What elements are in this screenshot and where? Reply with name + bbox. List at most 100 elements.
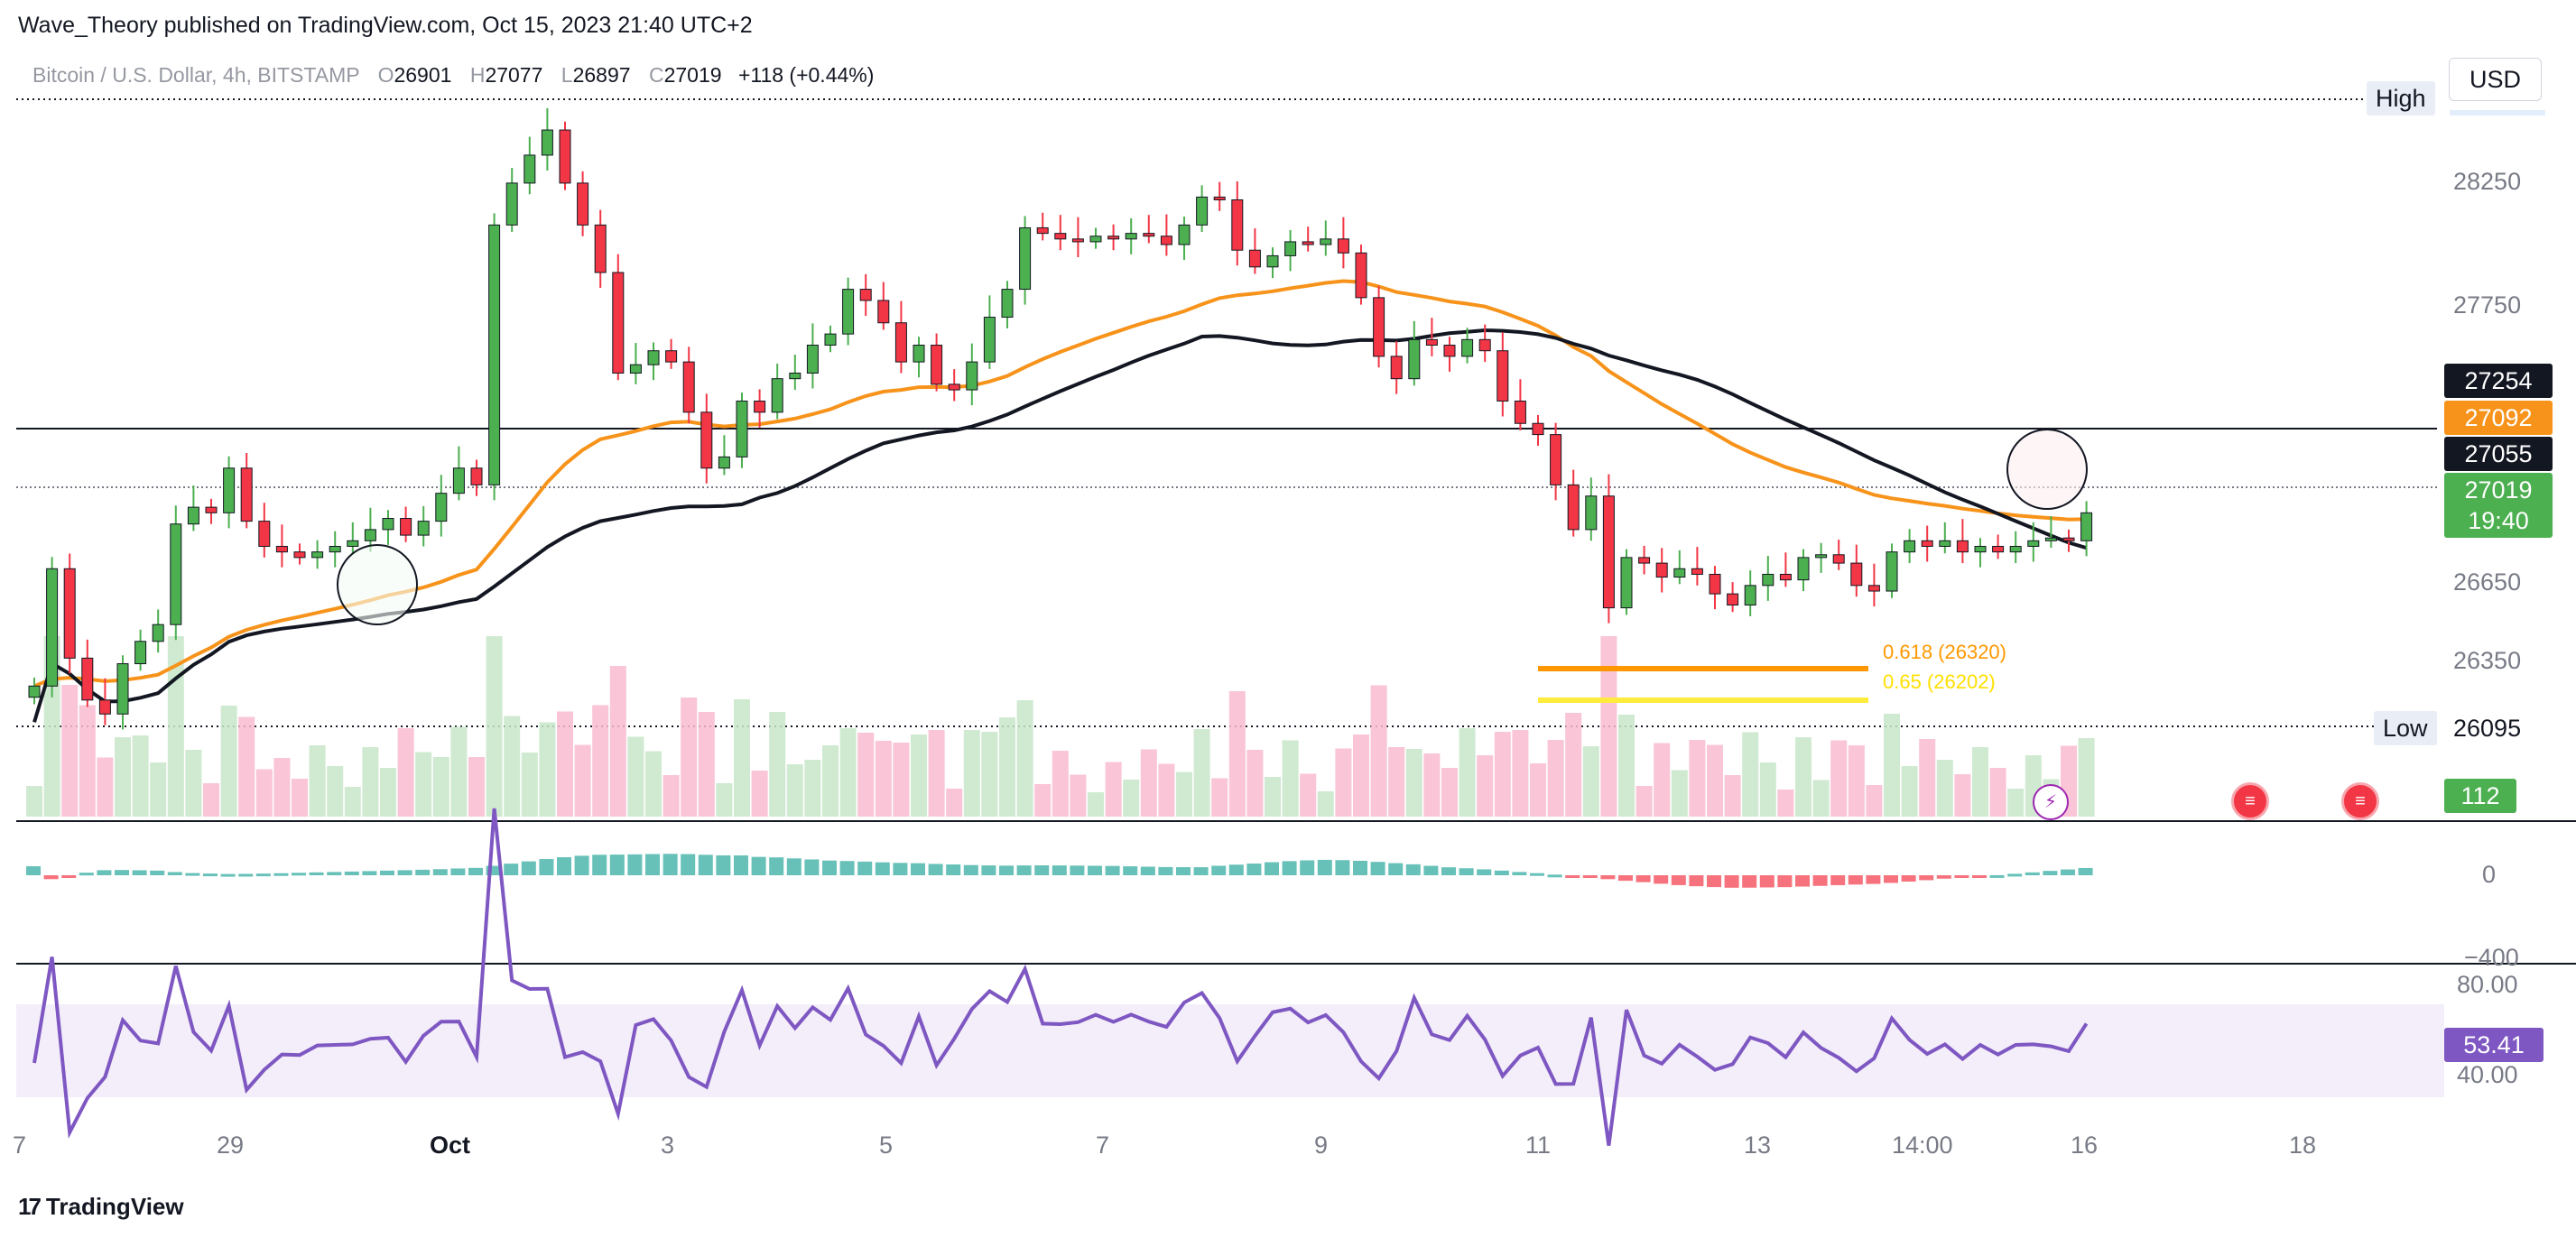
volume-bar [1494,732,1511,817]
volume-bar [1016,700,1033,817]
volume-bar [911,734,927,817]
macd-bar [1335,860,1350,875]
candle-body [223,467,236,513]
resistance-tag: 27254 [2444,364,2553,398]
macd-bar [1405,864,1421,875]
volume-bar [2078,738,2095,817]
macd-bar [574,855,589,875]
volume-bar [1530,763,1546,817]
macd-bar [43,875,59,880]
rsi-line [32,808,2089,1146]
volume-bar [185,750,202,817]
volume-bar [1052,751,1069,817]
macd-bar [115,870,129,875]
volume-bar [716,783,733,817]
candle-body [612,272,625,374]
candle-body [1673,568,1686,578]
candle-body [1956,540,1969,553]
candle-body [1071,238,1084,243]
currency-button[interactable]: USD [2449,58,2542,101]
candle-body [46,568,59,687]
volume-bar [150,762,167,817]
volume-bar [61,685,79,817]
candle-body [1762,573,1774,587]
volume-bar [663,775,680,817]
volume-bar [1512,730,1529,817]
macd-bar [2043,871,2058,875]
candle-body [1408,338,1421,380]
volume-tag: 112 [2444,779,2516,813]
volume-bar [946,789,963,817]
candle-body [1567,484,1580,531]
macd-bar [1671,875,1686,885]
macd-bar [1211,865,1227,875]
volume-bar [698,712,715,817]
volume-bar [1388,747,1405,817]
volume-bar [344,787,361,817]
macd-bar [521,861,536,875]
us-flag-icon[interactable]: ≡ [2231,782,2269,820]
macd-bar [1547,874,1562,878]
time-tick: 7 [13,1132,27,1159]
macd-bar [734,855,748,875]
brand-logo[interactable]: 17 TradingView [18,1193,184,1221]
macd-bar [911,863,925,875]
macd-bar [26,866,41,875]
volume-bar [362,747,379,817]
us-flag-icon-2[interactable]: ≡ [2341,782,2379,820]
candle-body [913,345,925,363]
time-tick: 16 [2071,1132,2099,1159]
macd-bar [1388,863,1404,875]
candle-body [1001,289,1014,319]
candle-body [754,400,766,413]
volume-bar [132,735,149,817]
candle-body [1478,338,1491,352]
candle-body [1125,233,1137,240]
macd-bar [769,857,784,875]
macd-bar [1246,864,1262,875]
volume-bar [1228,691,1246,817]
macd-bar [1228,864,1244,875]
change-value: +118 (+0.44%) [737,63,875,87]
volume-bar [1654,743,1671,817]
candle-body [1886,551,1898,592]
candle-body [1196,196,1209,226]
macd-bar [1795,875,1810,887]
candle-body [435,493,448,522]
flash-icon[interactable]: ⚡ [2033,784,2069,820]
volume-bar [1582,746,1599,817]
macd-bar [432,869,448,875]
macd-bar [220,873,236,877]
macd-bar [627,854,643,875]
volume-bar [1317,791,1334,817]
volume-bar [592,705,609,817]
macd-bar [1016,865,1032,875]
volume-bar [557,711,573,817]
candle-body [1727,593,1739,606]
candle-body [1178,224,1191,245]
candle-body [629,364,642,374]
candle-body [983,317,996,363]
volume-bar [1848,745,1865,817]
candle-body [347,540,359,547]
candle-body [1390,356,1403,380]
macd-bar [1423,865,1439,875]
symbol-name: Bitcoin / U.S. Dollar, 4h, BITSTAMP [32,63,360,87]
macd-bar [1088,865,1102,875]
candle-body [2027,540,2040,547]
volume-bar [1742,732,1759,817]
macd-bar [557,856,571,875]
macd-bar [1282,861,1297,875]
brand-name: TradingView [45,1193,184,1220]
volume-bar [1759,762,1776,817]
close-label: C [648,63,664,87]
volume-bar [1423,753,1441,817]
macd-bar [1265,862,1279,875]
fib-618-label: 0.618 (26320) [1883,641,2006,663]
volume-bar [1441,768,1458,817]
candle-body [63,568,76,659]
candle-body [577,182,589,226]
macd-bar [1459,868,1474,875]
macd-bar [1494,870,1509,875]
